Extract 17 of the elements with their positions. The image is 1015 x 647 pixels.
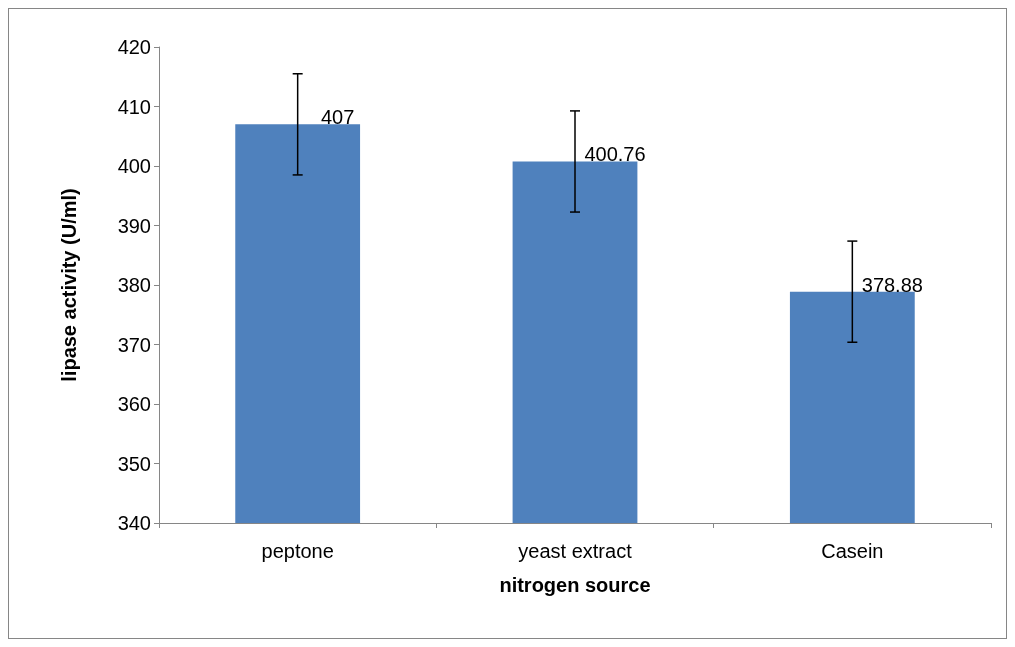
y-tick-label: 360 [117,393,151,415]
data-label: 378.88 [861,273,923,296]
y-tick-label: 390 [117,214,151,237]
y-tick-label: 380 [117,274,151,296]
y-tick-label: 410 [117,95,151,118]
y-tick-label: 400 [117,155,151,177]
y-tick-label: 370 [117,333,151,356]
y-tick-label: 350 [117,452,151,475]
x-tick-label: yeast extract [518,540,633,562]
y-tick-label: 340 [117,512,151,534]
y-tick-label: 420 [117,36,151,58]
x-axis-title: nitrogen source [499,574,651,596]
x-tick-label: Casein [821,540,884,562]
data-label: 407 [320,106,355,129]
data-label: 400.76 [584,143,646,166]
y-axis-title: lipase activity (U/ml) [58,188,80,382]
x-tick-label: peptone [261,540,334,562]
